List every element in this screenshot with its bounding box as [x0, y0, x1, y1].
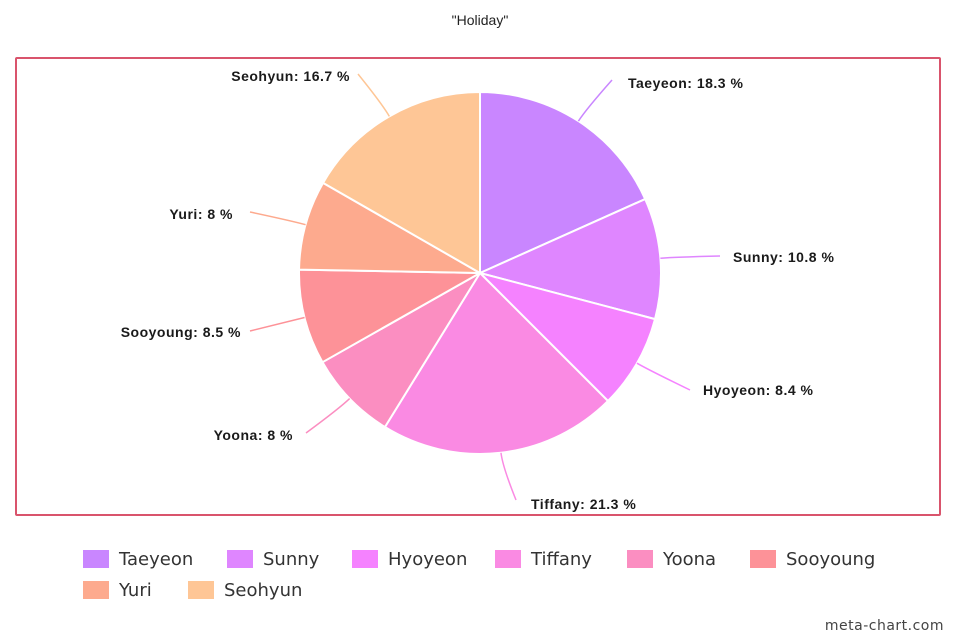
slice-label-yoona: Yoona: 8 %	[214, 427, 293, 443]
legend-swatch	[495, 550, 521, 568]
legend-swatch	[227, 550, 253, 568]
pie-slice-yoona[interactable]	[321, 272, 481, 429]
label-leader-lines	[249, 73, 721, 501]
legend-item-hyoyeon[interactable]: Hyoyeon	[352, 546, 467, 572]
legend-label: Hyoyeon	[388, 548, 468, 570]
slice-label-tiffany: Tiffany: 21.3 %	[531, 496, 636, 512]
slice-labels: Taeyeon: 18.3 % Sunny: 10.8 % Hyoyeon: 8.4…	[121, 68, 834, 512]
slice-label-hyoyeon: Hyoyeon: 8.4 %	[703, 382, 814, 398]
legend-swatch	[83, 550, 109, 568]
pie-slice-hyoyeon[interactable]	[476, 271, 657, 403]
legend-swatch	[83, 581, 109, 599]
legend-swatch	[750, 550, 776, 568]
legend-label: Yoona	[663, 548, 717, 570]
pie-slices	[298, 90, 662, 455]
legend-item-taeyeon[interactable]: Taeyeon	[83, 546, 193, 572]
legend-swatch	[352, 550, 378, 568]
chart-frame	[15, 57, 941, 516]
legend-swatch	[627, 550, 653, 568]
legend-label: Sunny	[263, 548, 320, 570]
slice-label-seohyun: Seohyun: 16.7 %	[231, 68, 350, 84]
leader-line-yoona	[305, 398, 351, 434]
chart-title: "Holiday"	[451, 12, 509, 28]
leader-line-sooyoung	[249, 316, 305, 332]
pie-slice-sooyoung[interactable]	[298, 268, 484, 364]
leader-line-yuri	[249, 211, 306, 226]
legend-item-yoona[interactable]: Yoona	[627, 546, 716, 572]
leader-line-tiffany	[500, 452, 517, 501]
pie-slice-taeyeon[interactable]	[479, 90, 647, 275]
leader-line-sunny	[660, 255, 721, 259]
leader-line-seohyun	[357, 73, 390, 117]
slice-label-sunny: Sunny: 10.8 %	[733, 249, 834, 265]
leader-line-taeyeon	[577, 79, 613, 122]
legend-label: Yuri	[119, 579, 152, 601]
slice-label-taeyeon: Taeyeon: 18.3 %	[628, 75, 743, 91]
pie-slice-sunny[interactable]	[477, 197, 662, 321]
watermark: meta-chart.com	[824, 618, 944, 634]
pie-slice-seohyun[interactable]	[321, 90, 481, 275]
legend-label: Seohyun	[224, 579, 303, 601]
slice-label-sooyoung: Sooyoung: 8.5 %	[121, 324, 241, 340]
pie-slice-yuri[interactable]	[298, 181, 481, 274]
legend-item-sooyoung[interactable]: Sooyoung	[750, 546, 875, 572]
legend-item-seohyun[interactable]: Seohyun	[188, 577, 302, 603]
leader-line-hyoyeon	[636, 362, 691, 391]
legend-label: Sooyoung	[786, 548, 876, 570]
pie-slice-tiffany[interactable]	[383, 271, 610, 455]
legend-swatch	[188, 581, 214, 599]
legend-item-yuri[interactable]: Yuri	[83, 577, 152, 603]
legend-label: Tiffany	[531, 548, 592, 570]
slice-label-yuri: Yuri: 8 %	[169, 206, 233, 222]
legend-label: Taeyeon	[119, 548, 194, 570]
legend-item-tiffany[interactable]: Tiffany	[495, 546, 592, 572]
legend-item-sunny[interactable]: Sunny	[227, 546, 319, 572]
